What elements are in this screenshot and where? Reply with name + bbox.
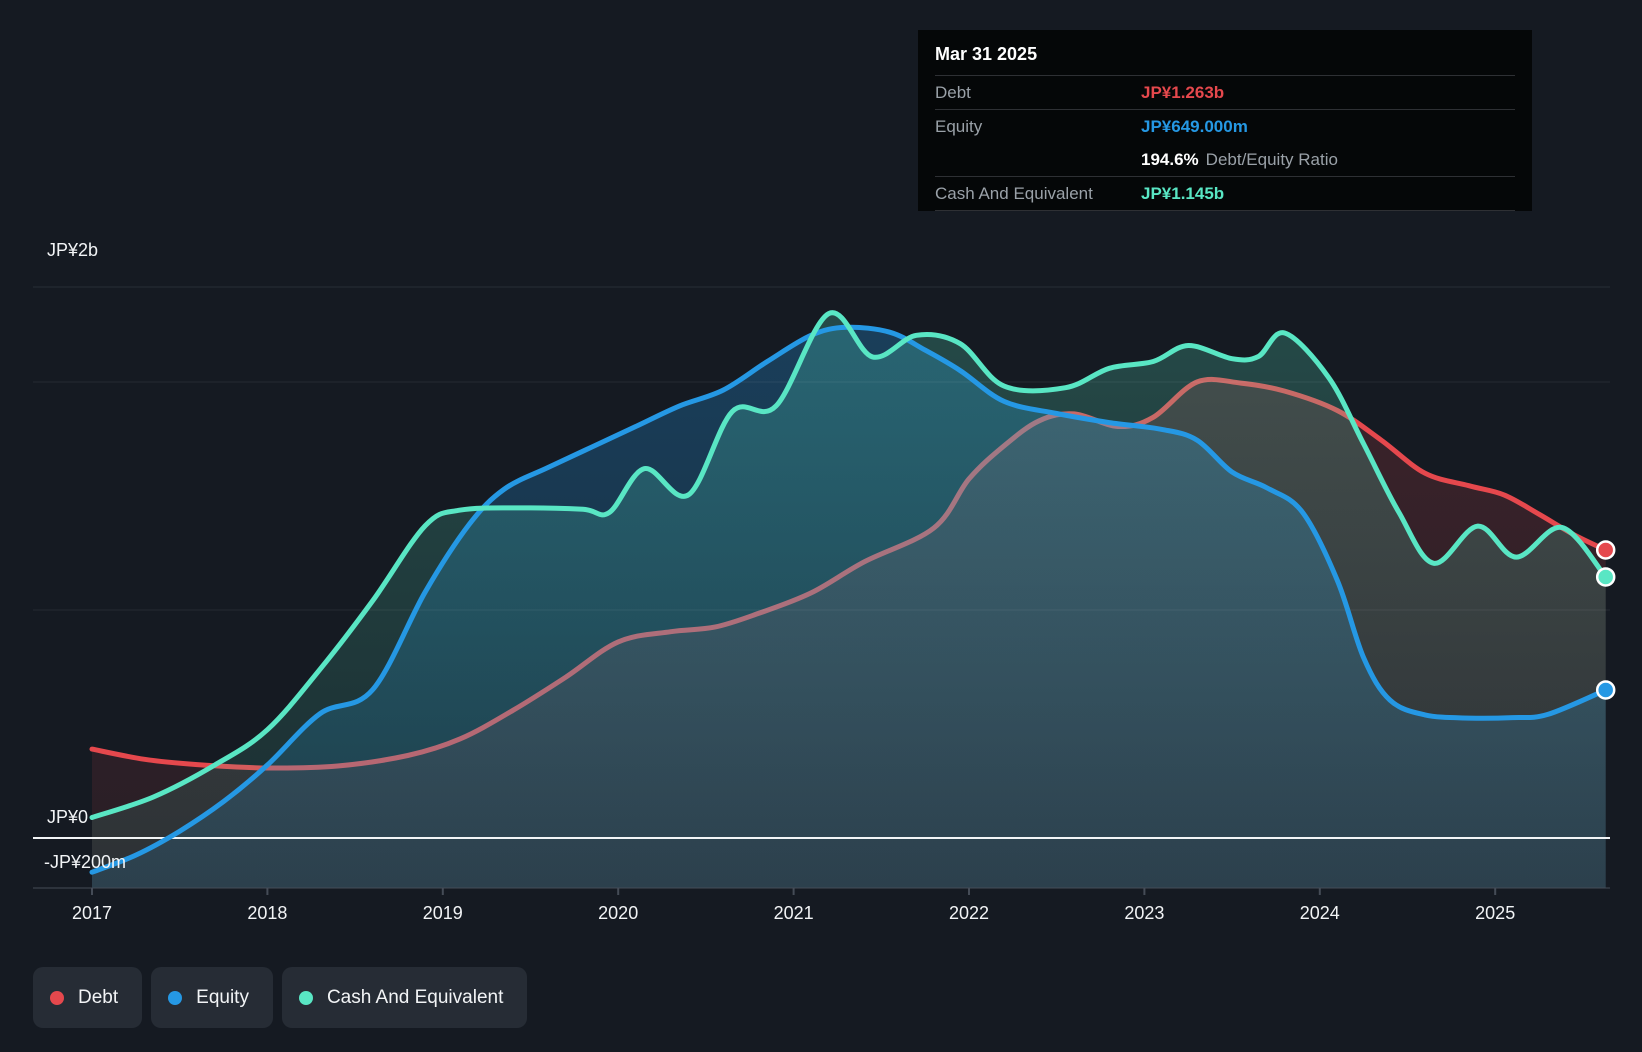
legend-item-debt[interactable]: Debt (33, 967, 143, 1028)
tooltip-ratio-label: Debt/Equity Ratio (1205, 149, 1338, 169)
cash-line (89, 310, 1609, 820)
cash-area (92, 312, 1606, 888)
x-tick-label-2021: 2021 (773, 903, 814, 923)
x-tick-label-2024: 2024 (1299, 903, 1340, 923)
legend-debt-label: Debt (78, 986, 119, 1008)
chart-tooltip: Mar 31 2025 Debt JP¥1.263b Equity JP¥649… (918, 30, 1532, 211)
debt-end-dot[interactable] (1595, 540, 1616, 560)
tooltip-equity-label: Equity (935, 116, 983, 136)
debt-color-dot-icon (50, 990, 64, 1005)
tooltip-date: Mar 31 2025 (935, 44, 1038, 64)
x-tick-label-2018: 2018 (247, 903, 288, 923)
tooltip-row-debt: Debt JP¥1.263b (935, 75, 1515, 109)
legend-equity-label: Equity (196, 986, 249, 1008)
x-tick-label-2019: 2019 (422, 903, 463, 923)
tooltip-row-equity: Equity JP¥649.000m (935, 109, 1515, 143)
tooltip-cash-value: JP¥1.145b (1141, 183, 1225, 203)
y-axis-label-2b: JP¥2b (47, 240, 99, 260)
tooltip-row-cash: Cash And Equivalent JP¥1.145b (935, 176, 1515, 210)
y-axis-label-zero: JP¥0 (47, 807, 89, 827)
equity-color-dot-icon (168, 990, 183, 1005)
x-tick-label-2017: 2017 (71, 903, 113, 923)
y-axis-label-neg200m: -JP¥200m (44, 852, 127, 872)
legend-item-cash[interactable]: Cash And Equivalent (281, 967, 528, 1028)
legend-cash-label: Cash And Equivalent (326, 986, 504, 1008)
x-tick-label-2022: 2022 (948, 903, 990, 923)
tooltip-ratio-value: 194.6% (1141, 149, 1199, 169)
cash-color-dot-icon (298, 990, 313, 1005)
tooltip-equity-value: JP¥649.000m (1141, 116, 1248, 136)
tooltip-debt-label: Debt (935, 82, 971, 102)
chart-legend: Debt Equity Cash And Equivalent (33, 967, 528, 1028)
tooltip-cash-label: Cash And Equivalent (935, 183, 1093, 203)
equity-line (89, 324, 1609, 875)
equity-end-dot[interactable] (1595, 680, 1616, 700)
x-tick-label-2020: 2020 (598, 903, 639, 923)
x-tick-label-2023: 2023 (1124, 903, 1165, 923)
tooltip-row-ratio: 194.6% Debt/Equity Ratio (935, 143, 1515, 176)
x-tick-label-2025: 2025 (1475, 903, 1516, 923)
legend-item-equity[interactable]: Equity (151, 967, 273, 1028)
cash-end-dot[interactable] (1595, 567, 1616, 587)
tooltip-debt-value: JP¥1.263b (1141, 82, 1225, 102)
